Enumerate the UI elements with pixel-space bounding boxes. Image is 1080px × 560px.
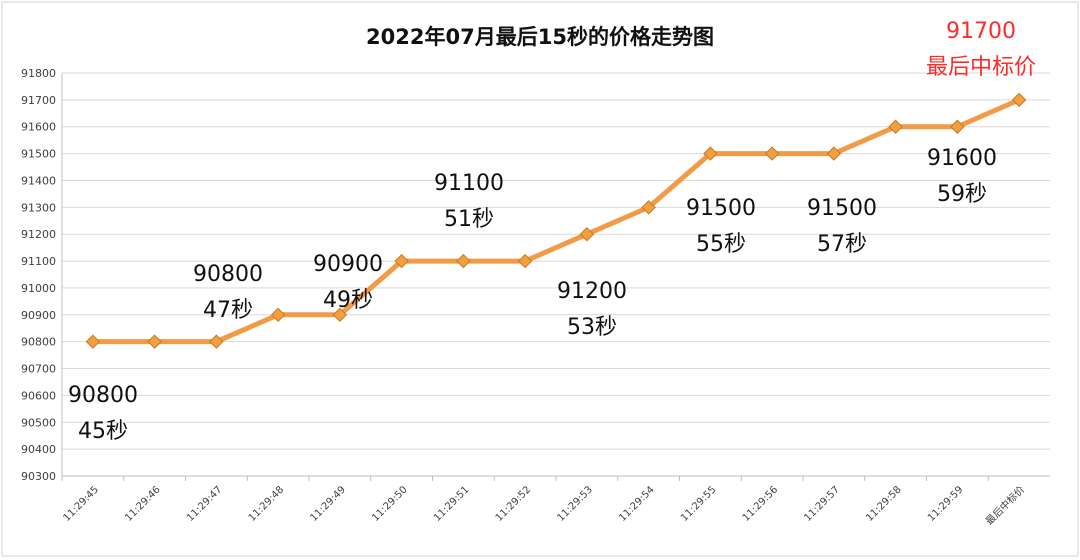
data-point-marker [456, 253, 471, 269]
data-point-marker [826, 146, 842, 161]
y-tick-label: 91600 [21, 121, 56, 134]
annotation-time: 47秒 [203, 298, 253, 323]
data-point-marker [764, 146, 780, 161]
y-tick-label: 90700 [21, 363, 56, 376]
y-tick-label: 91400 [21, 174, 56, 187]
data-point-marker [147, 334, 162, 349]
annotation-price: 91200 [557, 279, 627, 304]
data-point-marker [394, 253, 409, 269]
annotation-price: 91100 [434, 171, 504, 196]
y-tick-label: 90400 [21, 443, 56, 456]
y-axis: 90300 90400 90500 90600 90700 90800 90900 91000… [21, 67, 63, 483]
y-tick-label: 91800 [21, 67, 56, 80]
annotation-price: 91600 [927, 146, 997, 171]
series-line [90, 97, 1022, 345]
annotations: 90800 45秒 90800 47秒 90900 49秒 91100 51秒 91200 53秒… [68, 19, 1036, 444]
y-tick-label: 91500 [21, 148, 56, 161]
grid-lines [62, 72, 1050, 477]
annotation-time: 55秒 [696, 232, 746, 257]
y-tick-label: 91100 [21, 255, 56, 268]
y-tick-label: 91000 [21, 282, 56, 295]
annotation-time: 45秒 [78, 419, 128, 444]
data-point-marker [332, 307, 348, 323]
annotation-price: 90800 [193, 262, 263, 287]
price-series [85, 92, 1027, 349]
annotation-time: 51秒 [444, 207, 494, 232]
data-point-marker [85, 334, 101, 349]
data-point-marker [888, 119, 903, 134]
annotation-time: 最后中标价 [926, 55, 1036, 80]
y-tick-label: 90800 [21, 336, 56, 349]
y-tick-label: 90600 [21, 389, 56, 402]
annotation-price: 91500 [807, 196, 877, 221]
y-tick-label: 91200 [21, 228, 56, 241]
y-tick-label: 90300 [21, 470, 56, 483]
annotation-time: 53秒 [567, 315, 617, 340]
data-point-marker [1011, 92, 1027, 108]
annotation-price: 90900 [313, 252, 383, 277]
chart-title: 2022年07月最后15秒的价格走势图 [366, 25, 714, 49]
annotation-time: 49秒 [323, 288, 373, 313]
data-point-marker [209, 334, 224, 349]
data-point-marker [270, 307, 286, 323]
data-point-marker [517, 253, 533, 269]
annotation-price: 90800 [68, 383, 138, 408]
data-point-marker [950, 119, 965, 134]
annotation-time: 57秒 [817, 232, 867, 257]
y-tick-label: 91700 [21, 94, 56, 107]
annotation-price: 91500 [686, 196, 756, 221]
data-point-marker [703, 146, 718, 161]
y-tick-label: 90900 [21, 309, 56, 322]
data-point-marker [641, 200, 656, 215]
y-tick-label: 90500 [21, 416, 56, 429]
annotation-time: 59秒 [937, 182, 987, 207]
annotation-price: 91700 [946, 19, 1016, 44]
data-point-marker [579, 226, 595, 242]
y-tick-label: 91300 [21, 201, 56, 214]
